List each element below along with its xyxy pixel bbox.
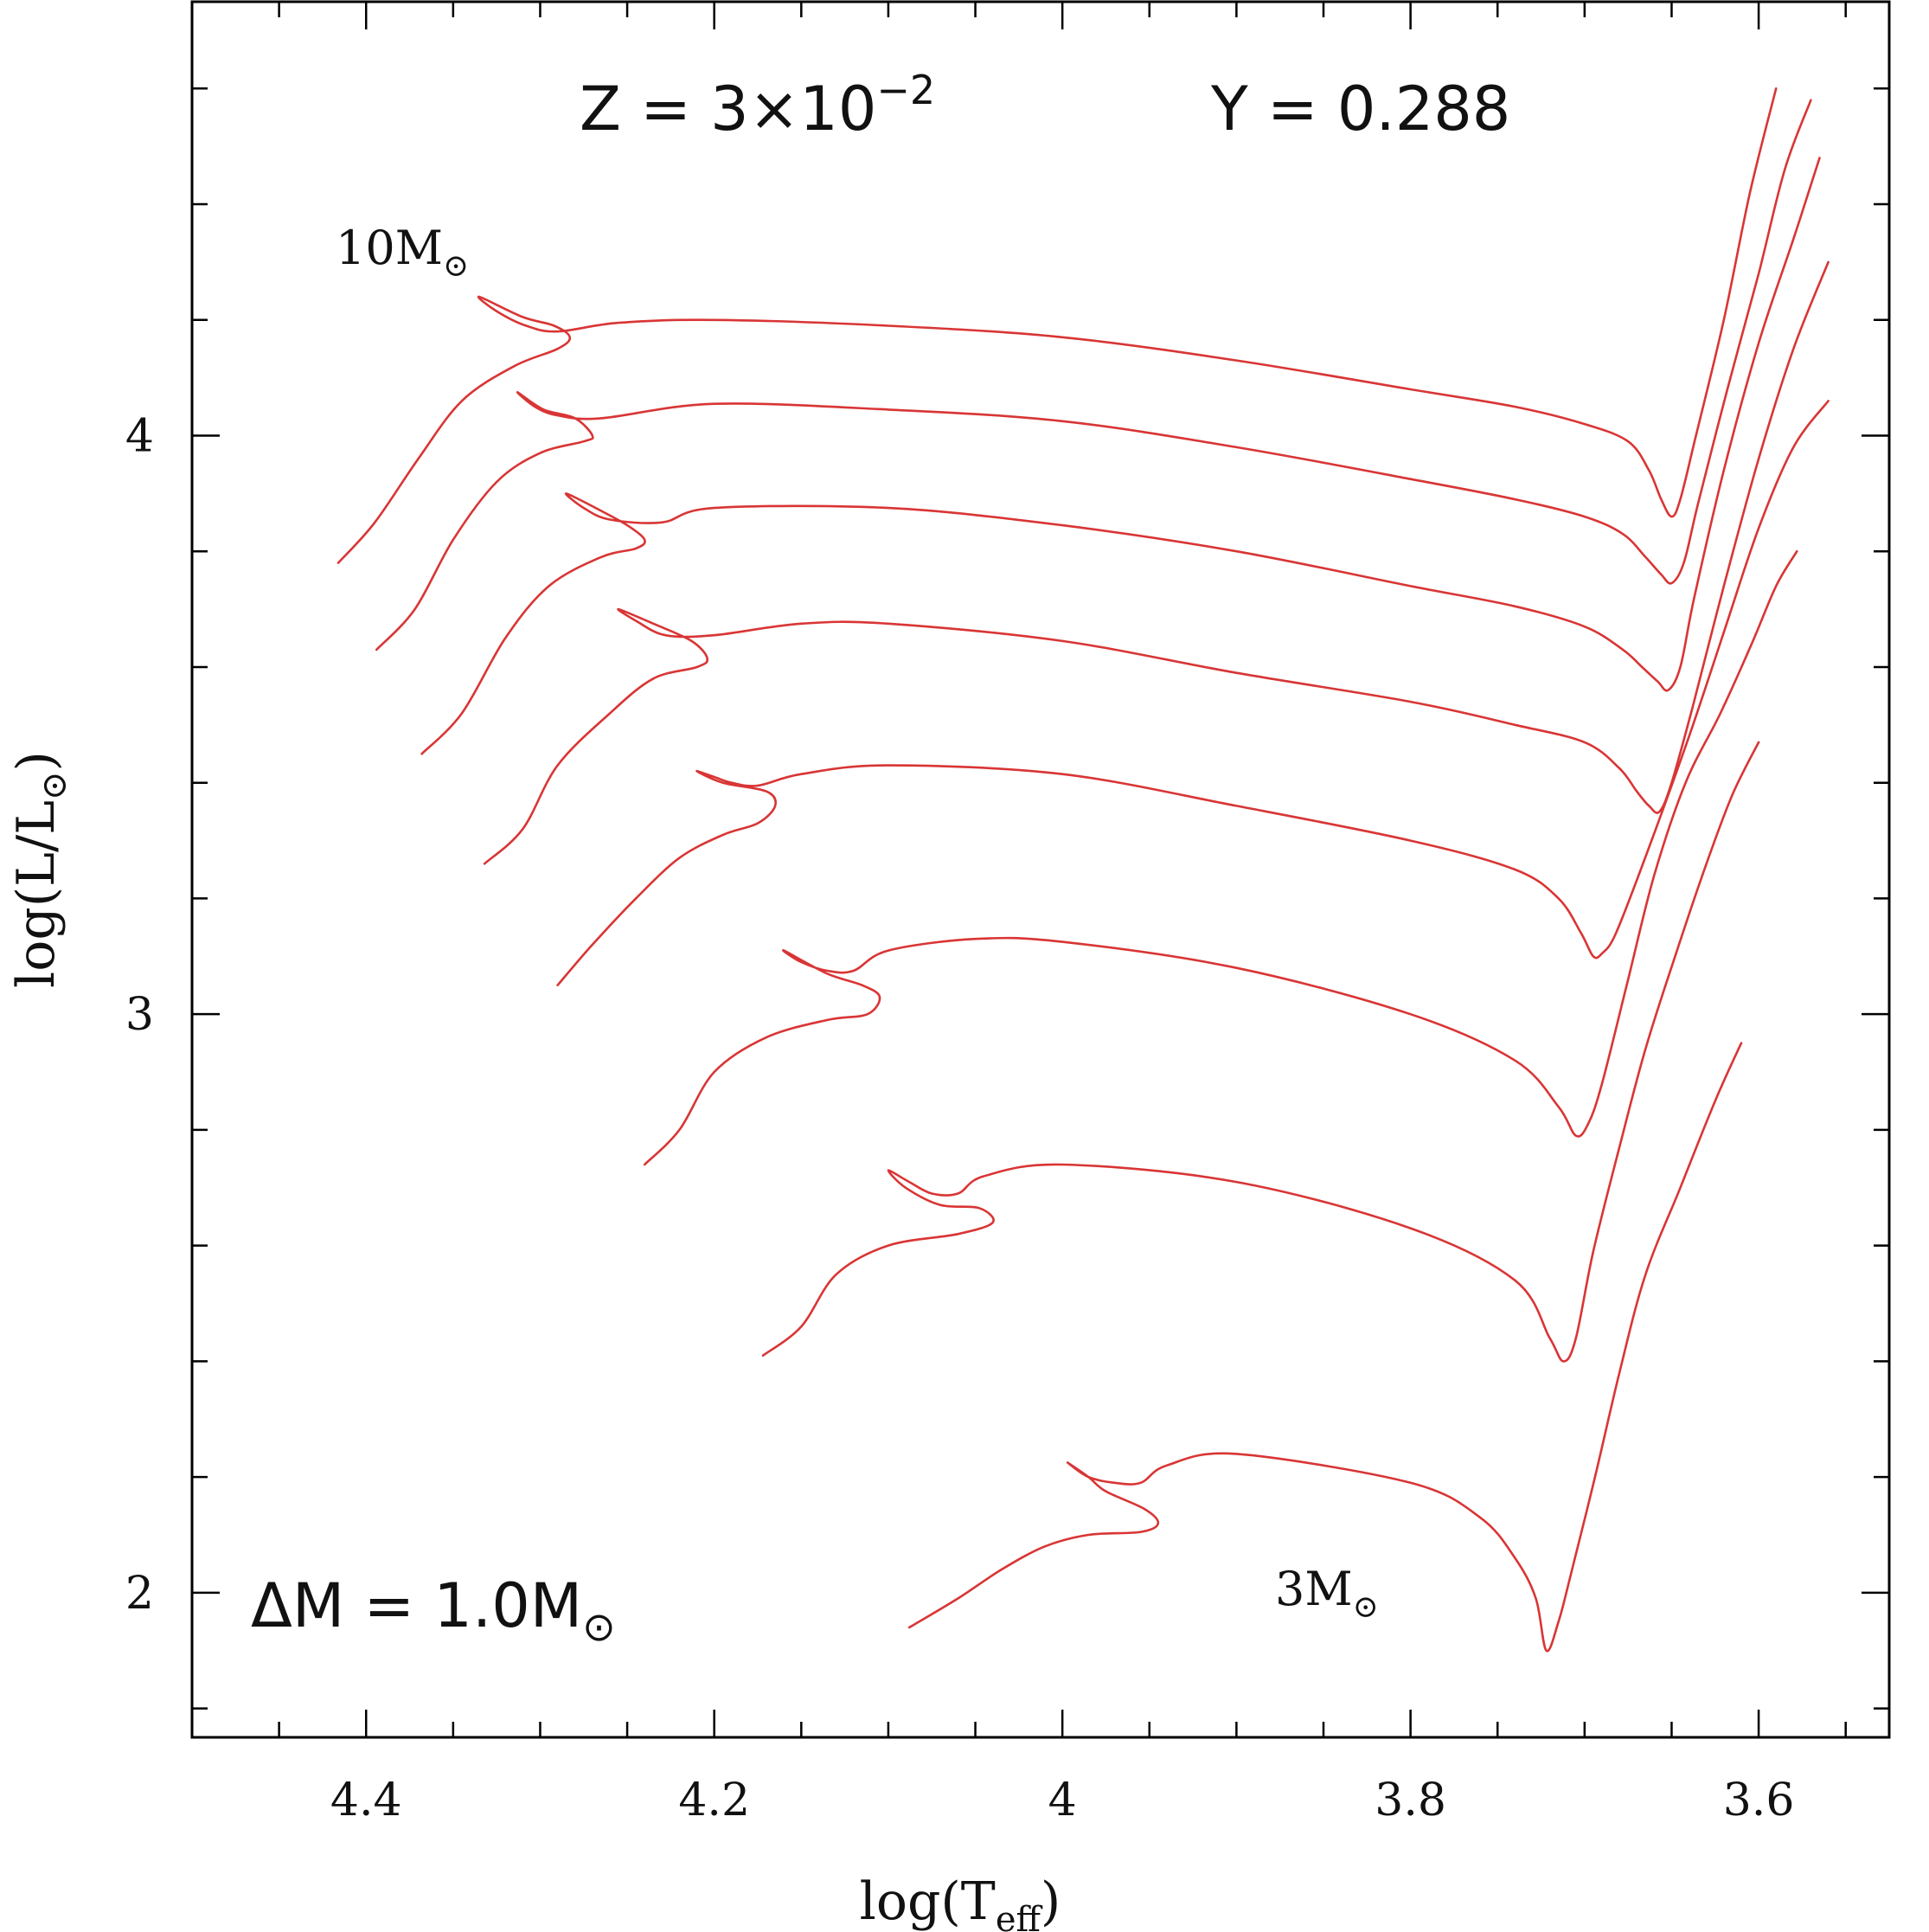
track-line-5 [556,400,1830,986]
tick-labels: 4.4 4.2 4 3.8 3.6 2 3 4 [125,411,1795,1827]
evolutionary-tracks [336,87,1830,1653]
helium-label: Y = 0.288 [1210,74,1510,144]
top-mass-label: 10M⊙ [336,221,469,284]
track-line-3 [420,157,1821,755]
y-tick-label: 3 [125,989,154,1041]
axis-ticks [192,2,1889,1737]
x-tick-label: 3.8 [1375,1775,1446,1826]
bottom-mass-label: 3M⊙ [1275,1562,1379,1625]
sun-symbol-icon: ⊙ [443,248,469,284]
track-line-4 [483,260,1830,865]
track-line-8 [907,1042,1743,1653]
x-tick-label: 4 [1048,1775,1077,1826]
track-line-7 [761,741,1760,1363]
sun-symbol-icon: ⊙ [582,1603,616,1650]
y-tick-label: 2 [125,1568,154,1620]
track-line-6 [643,549,1798,1166]
metallicity-label: Z = 3×10−2 [580,67,935,144]
x-axis-label: log(Teff) [860,1871,1061,1932]
x-tick-label: 4.2 [678,1775,750,1826]
track-line-1 [336,87,1778,564]
track-line-2 [375,99,1812,651]
sun-symbol-icon: ⊙ [1353,1589,1379,1625]
y-tick-label: 4 [125,411,154,463]
x-tick-label: 3.6 [1723,1775,1795,1826]
mass-step-label: ΔM = 1.0M⊙ [251,1570,616,1650]
y-axis-label: log(L/L⊙) [6,751,74,988]
x-tick-label: 4.4 [330,1775,402,1826]
plot-frame [190,0,1891,1739]
